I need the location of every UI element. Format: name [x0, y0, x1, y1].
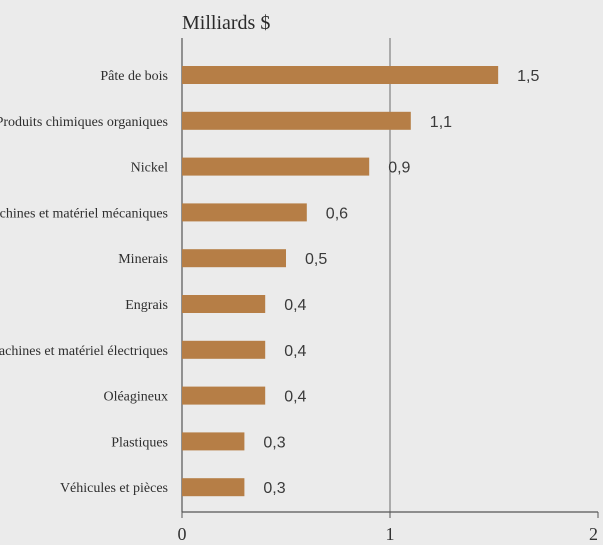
category-label-4: Machines et matériel mécaniques [0, 206, 168, 221]
x-tick-label-0: 0 [178, 524, 187, 544]
bar-6 [182, 295, 266, 313]
value-label-4: 0,6 [326, 205, 348, 222]
category-label-5: Minerais [118, 252, 168, 267]
bar-2 [182, 111, 411, 130]
value-label-8: 0,4 [284, 389, 306, 406]
bar-5 [182, 249, 286, 268]
bar-7 [182, 340, 266, 359]
category-label-2: Produits chimiques organiques [0, 115, 168, 130]
value-label-10: 0,3 [263, 480, 285, 497]
bar-8 [182, 386, 266, 405]
category-label-3: Nickel [131, 161, 168, 176]
bar-9 [182, 432, 245, 451]
value-label-6: 0,4 [284, 297, 306, 314]
value-label-7: 0,4 [284, 343, 306, 360]
category-label-1: Pâte de bois [100, 69, 168, 84]
value-label-2: 1,1 [430, 114, 452, 131]
bar-10 [182, 478, 245, 497]
value-label-3: 0,9 [388, 160, 410, 177]
category-label-9: Plastiques [111, 435, 168, 450]
category-label-7: Machines et matériel électriques [0, 344, 168, 359]
value-label-5: 0,5 [305, 251, 327, 268]
x-tick-label-2: 2 [589, 524, 598, 544]
bar-1 [182, 66, 499, 84]
category-label-8: Oléagineux [103, 390, 168, 405]
category-label-10: Véhicules et pièces [60, 481, 168, 496]
bar-3 [182, 157, 370, 176]
value-label-9: 0,3 [263, 434, 285, 451]
y-axis-title: Milliards $ [182, 12, 271, 34]
x-tick-label-1: 1 [386, 524, 395, 544]
category-label-6: Engrais [125, 298, 168, 313]
value-label-1: 1,5 [517, 68, 539, 85]
bar-4 [182, 203, 307, 222]
